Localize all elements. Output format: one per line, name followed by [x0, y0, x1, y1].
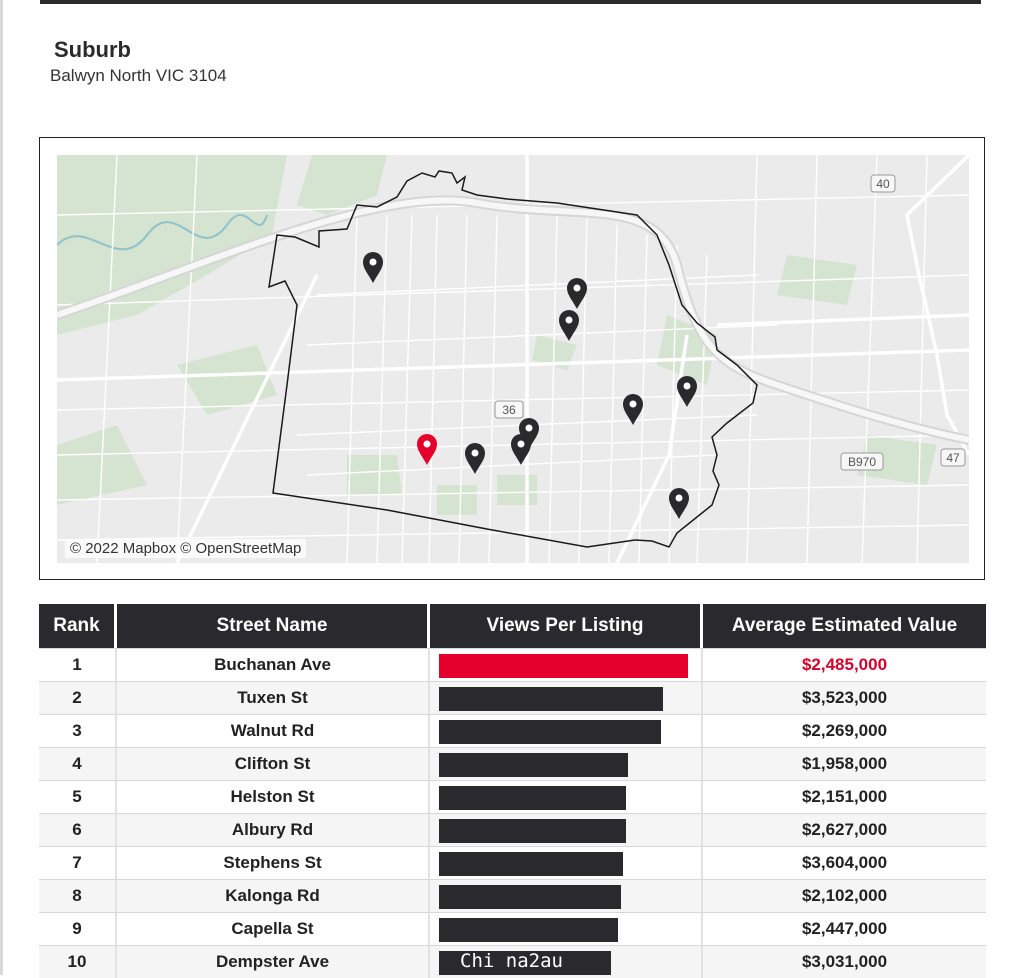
rank-cell: 10	[39, 945, 117, 978]
table-row: 8 Kalonga Rd $2,102,000	[39, 879, 986, 912]
views-bar	[439, 951, 611, 975]
road-shield-36: 36	[494, 400, 524, 419]
average-estimated-value-cell: $1,958,000	[703, 747, 986, 780]
street-name-cell: Clifton St	[117, 747, 430, 780]
rank-cell: 8	[39, 879, 117, 912]
average-estimated-value-cell: $2,627,000	[703, 813, 986, 846]
street-name-cell: Buchanan Ave	[117, 648, 430, 681]
views-per-listing-cell	[430, 813, 703, 846]
suburb-label: Suburb	[54, 37, 131, 62]
table-row: 7 Stephens St $3,604,000	[39, 846, 986, 879]
table-row: 9 Capella St $2,447,000	[39, 912, 986, 945]
views-bar	[439, 720, 661, 744]
table-row: 2 Tuxen St $3,523,000	[39, 681, 986, 714]
table-row: 1 Buchanan Ave $2,485,000	[39, 648, 986, 681]
svg-text:47: 47	[946, 451, 960, 465]
rank-cell: 2	[39, 681, 117, 714]
views-per-listing-cell	[430, 846, 703, 879]
page-left-border	[0, 0, 3, 975]
average-estimated-value-cell: $3,031,000	[703, 945, 986, 978]
street-name-cell: Kalonga Rd	[117, 879, 430, 912]
views-bar	[439, 786, 626, 810]
header-views-per-listing: Views Per Listing	[430, 604, 703, 648]
rank-cell: 4	[39, 747, 117, 780]
average-estimated-value-cell: $2,447,000	[703, 912, 986, 945]
map-marker-pin-icon[interactable]	[669, 488, 689, 519]
map-attribution[interactable]: © 2022 Mapbox © OpenStreetMap	[65, 539, 307, 558]
major-roads	[57, 155, 969, 563]
street-name-cell: Walnut Rd	[117, 714, 430, 747]
street-name-cell: Capella St	[117, 912, 430, 945]
views-bar	[439, 687, 663, 711]
highlight-marker-pin-icon[interactable]	[417, 434, 437, 465]
street-name-cell: Dempster Ave	[117, 945, 430, 978]
views-per-listing-cell	[430, 747, 703, 780]
views-bar	[439, 885, 621, 909]
road-shield-47: 47	[940, 448, 966, 467]
views-per-listing-cell	[430, 879, 703, 912]
street-name-cell: Albury Rd	[117, 813, 430, 846]
map-marker-pin-icon[interactable]	[559, 310, 579, 341]
views-bar	[439, 753, 628, 777]
suburb-boundary	[268, 170, 758, 548]
average-estimated-value-cell: $2,151,000	[703, 780, 986, 813]
table-row: 4 Clifton St $1,958,000	[39, 747, 986, 780]
map-marker-pin-icon[interactable]	[511, 434, 531, 465]
views-bar	[439, 852, 623, 876]
views-per-listing-cell	[430, 648, 703, 681]
views-bar	[439, 819, 626, 843]
average-estimated-value-cell: $3,523,000	[703, 681, 986, 714]
table-row: 6 Albury Rd $2,627,000	[39, 813, 986, 846]
views-bar	[439, 654, 688, 678]
rank-cell: 9	[39, 912, 117, 945]
rank-cell: 1	[39, 648, 117, 681]
rank-cell: 5	[39, 780, 117, 813]
average-estimated-value-cell: $2,102,000	[703, 879, 986, 912]
table-row: 5 Helston St $2,151,000	[39, 780, 986, 813]
street-name-cell: Helston St	[117, 780, 430, 813]
svg-text:B970: B970	[848, 455, 876, 469]
views-per-listing-cell	[430, 945, 703, 978]
header-rule	[40, 0, 981, 4]
header-average-estimated-value: Average Estimated Value	[703, 604, 986, 648]
rank-cell: 7	[39, 846, 117, 879]
svg-text:40: 40	[876, 177, 890, 191]
road-shield-40: 40	[870, 174, 896, 193]
map-marker-pin-icon[interactable]	[363, 252, 383, 283]
freeway-fill	[57, 197, 969, 443]
table-header-row: Rank Street Name Views Per Listing Avera…	[39, 604, 986, 648]
average-estimated-value-cell: $2,485,000	[703, 648, 986, 681]
map-marker-pin-icon[interactable]	[519, 418, 539, 449]
map-marker-pin-icon[interactable]	[623, 394, 643, 425]
views-per-listing-cell	[430, 912, 703, 945]
creek	[57, 214, 268, 251]
map-marker-pin-icon[interactable]	[465, 443, 485, 474]
average-estimated-value-cell: $3,604,000	[703, 846, 986, 879]
views-bar	[439, 918, 618, 942]
suburb-value: Balwyn North VIC 3104	[50, 66, 227, 85]
views-per-listing-cell	[430, 681, 703, 714]
header-rank: Rank	[39, 604, 117, 648]
watermark-text: Chi na2au	[460, 950, 563, 972]
svg-text:36: 36	[502, 403, 516, 417]
map-panel: 40 36 B970 47 © 2022 Mapbox © OpenStreet…	[39, 137, 985, 580]
map-canvas: 40 36 B970 47	[57, 155, 969, 563]
map-marker-pin-icon[interactable]	[677, 376, 697, 407]
table-row: 10 Dempster Ave $3,031,000	[39, 945, 986, 978]
views-per-listing-cell	[430, 780, 703, 813]
street-ranking-table: Rank Street Name Views Per Listing Avera…	[39, 604, 986, 978]
header-street-name: Street Name	[117, 604, 430, 648]
road-shield-b970: B970	[840, 452, 884, 471]
average-estimated-value-cell: $2,269,000	[703, 714, 986, 747]
rank-cell: 6	[39, 813, 117, 846]
suburb-map[interactable]: 40 36 B970 47 © 2022 Mapbox © OpenStreet…	[57, 155, 969, 563]
map-marker-pin-icon[interactable]	[567, 278, 587, 309]
views-per-listing-cell	[430, 714, 703, 747]
rank-cell: 3	[39, 714, 117, 747]
street-name-cell: Tuxen St	[117, 681, 430, 714]
street-name-cell: Stephens St	[117, 846, 430, 879]
map-markers	[363, 252, 697, 519]
table-row: 3 Walnut Rd $2,269,000	[39, 714, 986, 747]
